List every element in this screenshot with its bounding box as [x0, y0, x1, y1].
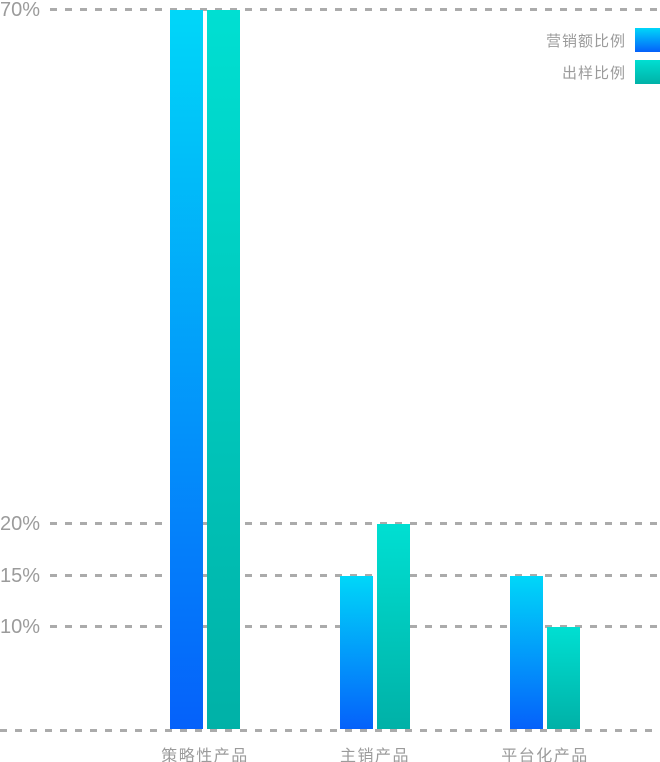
bar-主销产品-营销额比例: [340, 575, 373, 729]
legend: 营销额比例 出样比例: [546, 28, 660, 84]
bar-平台化产品-出样比例: [547, 627, 580, 729]
y-tick-label: 10%: [0, 616, 41, 639]
legend-item-display-ratio: 出样比例: [562, 60, 660, 84]
legend-item-sales-ratio: 营销额比例: [546, 28, 660, 52]
y-tick-label: 15%: [0, 564, 41, 587]
legend-label-display-ratio: 出样比例: [561, 64, 626, 82]
bar-策略性产品-出样比例: [207, 10, 240, 729]
legend-label-sales-ratio: 营销额比例: [545, 32, 626, 50]
x-category-label: 平台化产品: [501, 748, 589, 762]
gridline-70%: [50, 8, 660, 11]
x-category-label: 策略性产品: [161, 748, 249, 762]
y-tick-label: 70%: [0, 0, 41, 21]
bar-主销产品-出样比例: [377, 524, 410, 729]
y-tick-label: 20%: [0, 513, 41, 536]
bar-平台化产品-营销额比例: [510, 575, 543, 729]
legend-swatch-display-ratio: [635, 60, 660, 84]
gridline-20%: [50, 522, 660, 526]
bar-策略性产品-营销额比例: [170, 10, 203, 729]
x-category-label: 主销产品: [339, 748, 410, 762]
x-axis-line: [0, 729, 660, 732]
gridline-15%: [50, 573, 660, 577]
legend-swatch-sales-ratio: [635, 28, 660, 52]
